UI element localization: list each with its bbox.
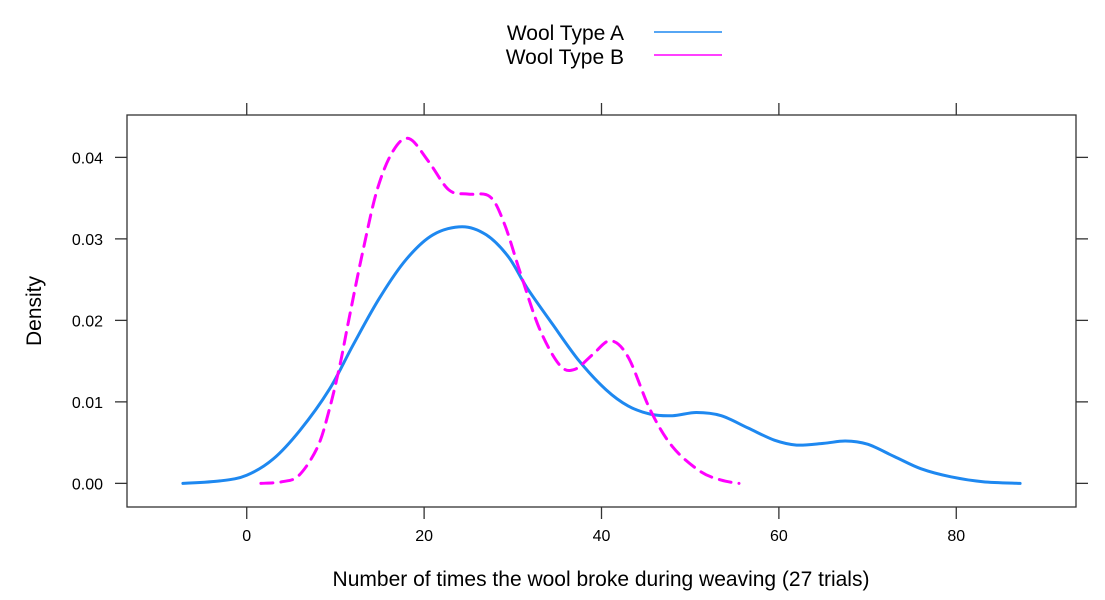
- x-tick-label: 40: [593, 528, 611, 545]
- x-axis-title: Number of times the wool broke during we…: [333, 568, 870, 591]
- x-tick-label: 20: [415, 528, 433, 545]
- x-tick-label: 60: [770, 528, 788, 545]
- y-tick-label: 0.02: [72, 313, 103, 330]
- x-tick-label: 80: [947, 528, 965, 545]
- series-wool-type-a-line: [181, 225, 1022, 485]
- y-tick-label: 0.00: [72, 476, 103, 493]
- x-tick-label: 0: [242, 528, 251, 545]
- series-wool-type-b-line: [259, 136, 741, 485]
- legend: Wool Type A Wool Type B: [506, 22, 722, 69]
- legend-label-b: Wool Type B: [506, 46, 624, 69]
- plot-area: [181, 136, 1022, 485]
- y-axis-left: 0.00 0.01 0.02 0.03 0.04: [72, 150, 127, 493]
- x-axis-bottom: 0 20 40 60 80: [242, 507, 965, 545]
- y-tick-label: 0.04: [72, 150, 103, 167]
- x-axis-top: [246, 103, 957, 115]
- plot-frame: [126, 114, 1077, 508]
- y-tick-label: 0.01: [72, 395, 103, 412]
- y-tick-label: 0.03: [72, 232, 103, 249]
- y-axis-title: Density: [23, 275, 46, 346]
- legend-label-a: Wool Type A: [507, 22, 624, 45]
- y-axis-right: [1076, 156, 1088, 485]
